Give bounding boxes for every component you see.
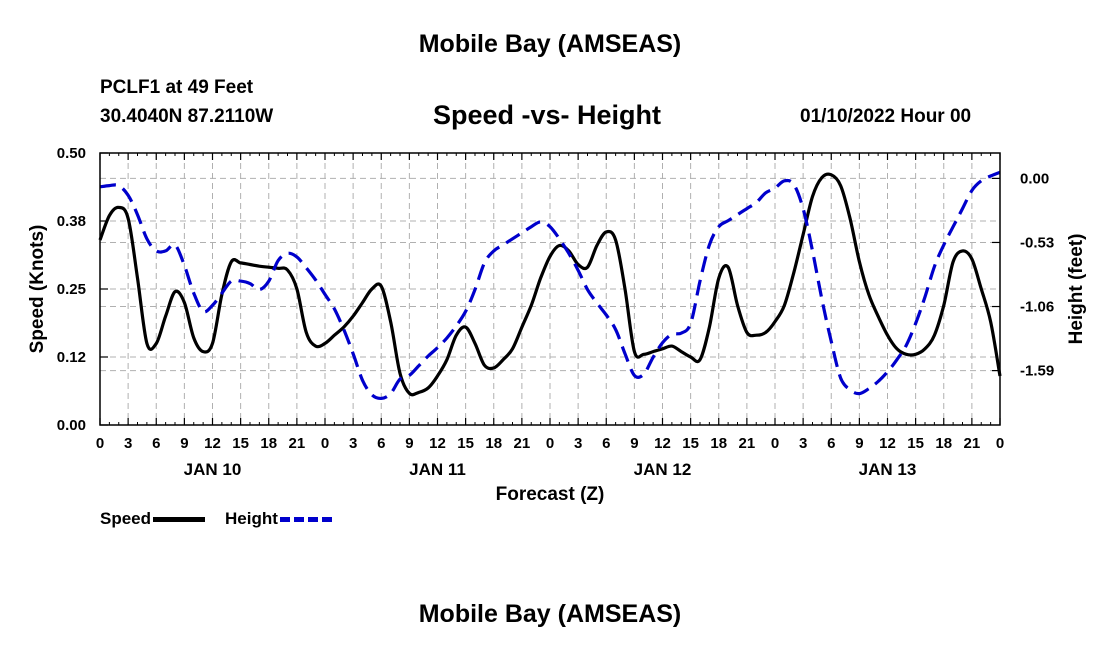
x-tick-label: 3	[349, 435, 357, 452]
x-tick-label: 18	[710, 435, 727, 452]
speed-series-line	[98, 172, 1002, 397]
x-day-label: JAN 12	[634, 460, 692, 479]
x-tick-label: 9	[405, 435, 413, 452]
x-tick-label: 12	[204, 435, 221, 452]
x-tick-label: 3	[574, 435, 582, 452]
x-tick-label: 21	[739, 435, 756, 452]
x-tick-label: 9	[855, 435, 863, 452]
x-tick-label: 12	[879, 435, 896, 452]
station-label: PCLF1 at 49 Feet	[100, 77, 254, 98]
y-left-tick-label: 0.50	[57, 145, 86, 162]
y-axis-right: 0.00 -0.53 -1.06 -1.59	[992, 170, 1054, 380]
y-axis-left-label: Speed (Knots)	[27, 225, 48, 354]
x-tick-label: 0	[996, 435, 1004, 452]
x-tick-label: 0	[546, 435, 554, 452]
y-left-tick-label: 0.25	[57, 281, 86, 298]
x-tick-label: 18	[485, 435, 502, 452]
x-tick-label: 6	[602, 435, 610, 452]
x-axis-label: Forecast (Z)	[496, 484, 605, 505]
x-tick-label: 15	[682, 435, 699, 452]
chart-subtitle: Speed -vs- Height	[433, 100, 662, 130]
legend-height-label: Height	[225, 509, 278, 528]
grid-lines	[100, 153, 1000, 425]
x-tick-label: 18	[935, 435, 952, 452]
x-day-label: JAN 10	[184, 460, 242, 479]
x-tick-label: 21	[289, 435, 306, 452]
chart-series	[98, 170, 1002, 401]
legend-height-swatch	[279, 516, 332, 522]
chart-legend: Speed Height	[100, 509, 352, 529]
x-tick-label: 9	[180, 435, 188, 452]
x-tick-label: 3	[799, 435, 807, 452]
coordinates-label: 30.4040N 87.2110W	[100, 106, 274, 127]
x-tick-label: 6	[152, 435, 160, 452]
x-tick-label: 21	[514, 435, 531, 452]
x-tick-label: 3	[124, 435, 132, 452]
y-right-tick-label: -1.59	[1020, 363, 1054, 380]
y-right-tick-label: -1.06	[1020, 299, 1054, 316]
forecast-datetime: 01/10/2022 Hour 00	[800, 106, 972, 127]
legend-speed-label: Speed	[100, 509, 152, 528]
x-tick-label: 0	[771, 435, 779, 452]
x-tick-label: 21	[964, 435, 981, 452]
x-tick-label: 6	[377, 435, 385, 452]
legend-speed-swatch	[153, 516, 206, 522]
y-axis-right-label: Height (feet)	[1066, 234, 1087, 345]
y-left-tick-label: 0.12	[57, 349, 86, 366]
x-tick-label: 18	[260, 435, 277, 452]
plot-frame	[99, 152, 1001, 426]
y-left-tick-label: 0.38	[57, 213, 86, 230]
y-right-tick-label: -0.53	[1020, 234, 1054, 251]
y-left-tick-label: 0.00	[57, 417, 86, 434]
x-axis: 0 3 6 9 12 15 18 21 0 3 6 9 12 15 18 21 0 3 6 9 12 15 18 21 0 3 6 9…	[96, 153, 1004, 479]
x-tick-label: 0	[321, 435, 329, 452]
y-right-tick-label: 0.00	[1020, 170, 1049, 187]
x-day-label: JAN 11	[409, 460, 466, 479]
x-tick-label: 15	[457, 435, 474, 452]
y-axis-left: 0.00 0.12 0.25 0.38 0.50	[57, 145, 108, 434]
x-tick-label: 12	[429, 435, 446, 452]
x-tick-label: 0	[96, 435, 104, 452]
x-tick-label: 15	[907, 435, 924, 452]
chart-main-title: Mobile Bay (AMSEAS)	[418, 30, 682, 58]
footer-title: Mobile Bay (AMSEAS)	[418, 600, 682, 628]
x-tick-label: 12	[654, 435, 671, 452]
height-series-line	[99, 170, 1001, 401]
x-day-label: JAN 13	[859, 460, 917, 479]
x-tick-label: 15	[232, 435, 249, 452]
x-tick-label: 9	[630, 435, 638, 452]
x-tick-label: 6	[827, 435, 835, 452]
